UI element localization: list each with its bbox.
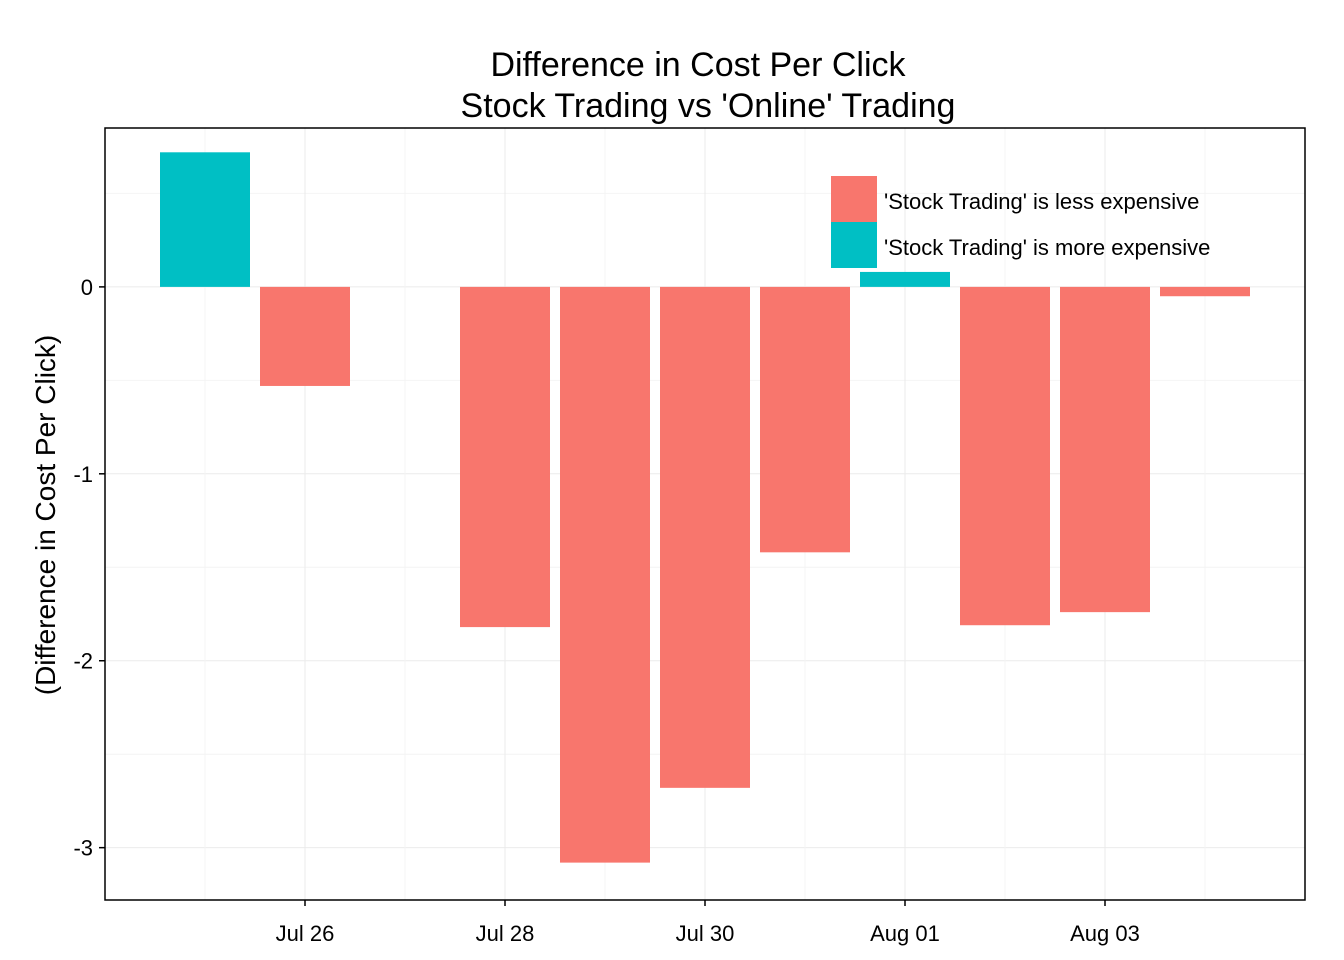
bar-2014-07-25 <box>160 152 250 287</box>
legend-key-more-expensive <box>831 222 877 268</box>
x-tick-label: Jul 28 <box>476 921 535 946</box>
y-axis-title: (Difference in Cost Per Click) <box>30 335 61 695</box>
x-tick-label: Aug 01 <box>870 921 940 946</box>
bar-2014-07-31 <box>760 286 850 553</box>
bars-layer <box>160 152 1250 863</box>
chart-title-line2: Stock Trading vs 'Online' Trading <box>461 87 956 125</box>
bar-2014-08-03 <box>1060 286 1150 613</box>
y-tick-label: -3 <box>73 836 93 861</box>
legend-key-less-expensive <box>831 176 877 222</box>
x-tick-label: Aug 03 <box>1070 921 1140 946</box>
bar-2014-08-02 <box>960 286 1050 626</box>
x-axis: Jul 26 Jul 28 Jul 30 Aug 01 Aug 03 <box>276 900 1140 946</box>
x-tick-label: Jul 30 <box>676 921 735 946</box>
x-tick-label: Jul 26 <box>276 921 335 946</box>
bar-2014-08-04 <box>1160 286 1250 297</box>
legend-label-more-expensive: 'Stock Trading' is more expensive <box>884 235 1210 260</box>
legend: 'Stock Trading' is less expensive 'Stock… <box>831 176 1210 268</box>
bar-2014-07-29 <box>560 286 650 863</box>
y-tick-label: -2 <box>73 649 93 674</box>
bar-2014-07-28 <box>460 286 550 628</box>
bar-2014-07-26 <box>260 286 350 386</box>
chart-title-line1: Difference in Cost Per Click <box>490 46 906 84</box>
legend-label-less-expensive: 'Stock Trading' is less expensive <box>884 189 1199 214</box>
y-tick-label: 0 <box>81 275 93 300</box>
bar-2014-07-30 <box>660 286 750 788</box>
bar-2014-08-01 <box>860 271 950 287</box>
y-tick-label: -1 <box>73 462 93 487</box>
y-axis: 0 -1 -2 -3 <box>73 275 105 861</box>
